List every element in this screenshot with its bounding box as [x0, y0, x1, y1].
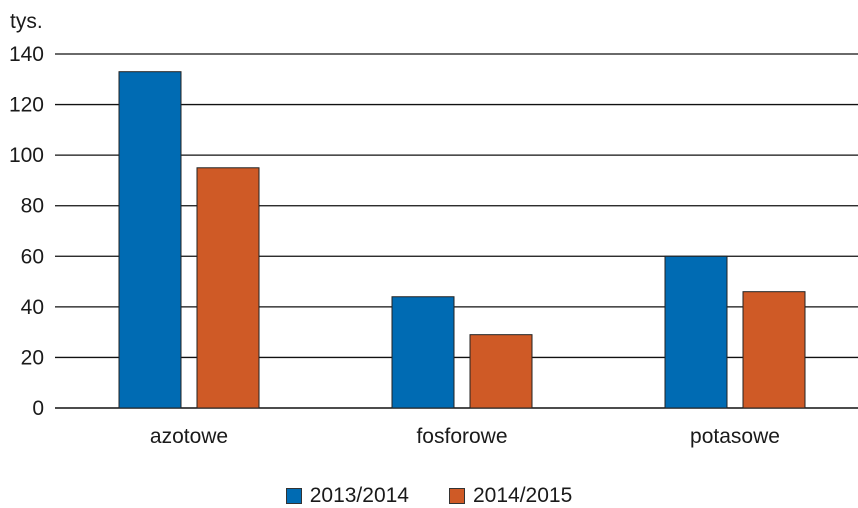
y-tick-label: 40 [21, 296, 44, 319]
y-tick-label: 20 [21, 346, 44, 369]
bar-fosforowe-2013-2014 [391, 296, 455, 409]
y-axis-ticks: 0 20 40 60 80 100 120 140 [9, 43, 44, 420]
y-tick-label: 120 [9, 94, 44, 117]
bar-azotowe-2014-2015 [196, 167, 260, 409]
y-tick-label: 140 [9, 43, 44, 66]
category-label: fosforowe [416, 425, 507, 448]
y-tick-label: 100 [9, 144, 44, 167]
y-tick-label: 0 [32, 397, 44, 420]
legend-item-2014-2015: 2014/2015 [449, 484, 572, 508]
bar-fosforowe-2014-2015 [469, 334, 533, 409]
legend-label: 2014/2015 [473, 484, 573, 507]
bar-azotowe-2013-2014 [118, 71, 182, 409]
legend-label: 2013/2014 [309, 484, 409, 507]
category-label: azotowe [150, 425, 228, 448]
category-labels: azotowe fosforowe potasowe [150, 425, 780, 448]
bar-potasowe-2013-2014 [664, 255, 728, 409]
y-unit-label: tys. [10, 10, 43, 33]
legend: 2013/2014 2014/2015 [0, 484, 858, 508]
category-label: potasowe [690, 425, 780, 448]
y-tick-label: 80 [21, 195, 44, 218]
legend-swatch [449, 488, 465, 504]
y-tick-label: 60 [21, 245, 44, 268]
legend-swatch [285, 488, 302, 504]
bar-chart: tys. 0 20 40 60 80 100 120 140 azotowe fosforowe… [9, 10, 858, 448]
bars [118, 71, 806, 409]
legend-item-2013-2014: 2013/2014 [285, 484, 409, 508]
bar-potasowe-2014-2015 [742, 291, 806, 409]
